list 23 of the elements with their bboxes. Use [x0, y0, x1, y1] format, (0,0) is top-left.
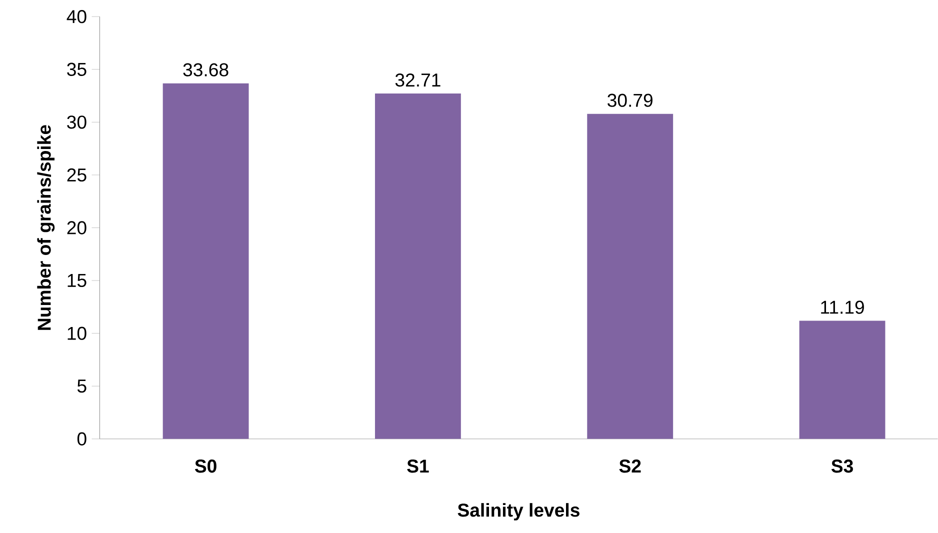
data-label: 11.19 [821, 300, 864, 314]
y-tick-label: 10 [68, 326, 86, 340]
bar [374, 94, 461, 439]
y-tick-label: 5 [77, 380, 86, 393]
y-tick-label: 35 [67, 62, 86, 76]
y-tick-label: 0 [77, 432, 86, 446]
y-tick-label: 20 [67, 221, 86, 234]
x-tick-label: S3 [831, 460, 853, 473]
x-tick-label: S1 [407, 460, 429, 473]
x-tick-label: S2 [619, 460, 641, 473]
y-tick-label: 30 [67, 116, 86, 129]
x-axis-title: Salinity levels [458, 503, 580, 520]
data-label: 30.79 [608, 94, 652, 107]
y-tick-label: 40 [66, 10, 86, 24]
y-axis-title: Number of grains/spike [37, 125, 55, 330]
bar [587, 114, 674, 439]
y-tick-label: 15 [68, 274, 86, 288]
x-tick-label: S0 [194, 460, 216, 473]
data-label: 33.68 [183, 63, 228, 76]
data-label: 32.71 [395, 74, 440, 87]
bar [162, 83, 249, 439]
y-tick-label: 25 [67, 168, 86, 182]
bar [799, 320, 886, 439]
